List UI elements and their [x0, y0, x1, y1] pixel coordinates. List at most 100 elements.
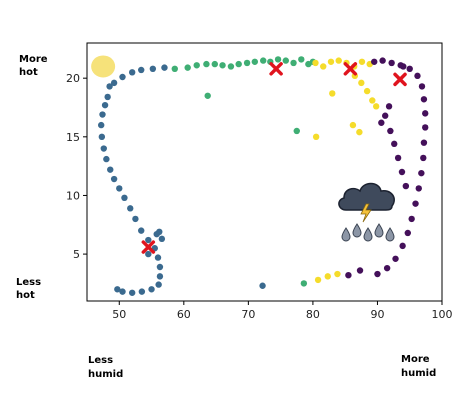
data-point-series-1: [156, 263, 164, 271]
data-point-series-4: [418, 169, 425, 177]
data-point-series-4: [374, 270, 381, 278]
data-point-series-4: [420, 139, 428, 146]
storm-cloud-rain-icon: [333, 176, 397, 248]
data-point-series-4: [356, 267, 364, 274]
data-point-series-1: [148, 286, 155, 293]
label-more-humid: More humid: [401, 354, 436, 379]
data-point-series-2: [203, 60, 210, 68]
x-tick-label: 90: [370, 308, 384, 321]
data-point-series-4: [420, 96, 428, 103]
data-point-series-1: [121, 194, 128, 201]
data-point-series-2: [211, 60, 218, 68]
data-point-series-4: [398, 168, 406, 176]
y-tick-label: 10: [66, 189, 80, 202]
data-point-series-4: [406, 65, 413, 73]
data-point-series-2: [300, 280, 308, 287]
data-point-series-4: [382, 112, 389, 119]
data-point-series-4: [422, 110, 429, 117]
x-tick-label: 80: [306, 308, 320, 321]
data-point-series-1: [145, 250, 152, 258]
data-point-series-2: [235, 60, 242, 68]
data-point-series-4: [385, 103, 393, 110]
data-point-series-2: [184, 64, 191, 71]
data-point-series-3: [358, 58, 366, 65]
scatter-points: [98, 56, 429, 296]
data-point-series-4: [391, 140, 398, 148]
data-point-series-4: [379, 57, 386, 64]
data-point-series-3: [356, 128, 363, 136]
x-tick-label: 100: [432, 308, 453, 321]
y-axis-ticks: 5 10 15 20: [66, 72, 87, 261]
data-point-series-3: [312, 59, 319, 67]
data-point-series-2: [243, 59, 251, 67]
data-point-series-4: [345, 272, 352, 279]
label-less-humid: Less humid: [88, 355, 123, 380]
data-point-series-1: [104, 93, 111, 101]
highlight-x-marker: [393, 72, 407, 87]
data-point-series-1: [127, 205, 134, 212]
data-point-series-1: [138, 66, 145, 74]
data-point-series-1: [110, 175, 118, 183]
data-point-series-4: [400, 63, 407, 70]
data-point-series-4: [378, 119, 385, 126]
data-point-series-1: [161, 64, 168, 71]
data-point-series-3: [358, 79, 365, 87]
data-point-series-3: [335, 57, 342, 64]
data-point-series-4: [404, 229, 411, 237]
data-point-series-4: [420, 154, 427, 162]
data-point-series-1: [158, 235, 166, 243]
data-point-series-1: [101, 101, 109, 109]
data-point-series-2: [227, 63, 235, 70]
data-point-series-1: [119, 73, 126, 81]
data-point-series-1: [145, 236, 152, 244]
data-point-series-2: [251, 58, 259, 65]
data-point-series-1: [156, 273, 164, 280]
data-point-series-4: [412, 200, 419, 207]
data-point-series-4: [387, 127, 394, 135]
data-point-series-3: [324, 273, 331, 280]
highlight-x-marker: [269, 62, 283, 76]
x-tick-label: 50: [112, 308, 126, 321]
y-tick-label: 20: [66, 72, 80, 85]
data-point-series-4: [402, 182, 410, 190]
data-point-series-2: [274, 56, 282, 63]
data-point-series-4: [415, 185, 422, 192]
data-point-series-1: [259, 282, 266, 289]
data-point-series-3: [334, 270, 341, 278]
data-point-series-1: [128, 289, 136, 296]
label-more-hot: More hot: [19, 54, 51, 78]
data-point-series-4: [408, 215, 415, 223]
data-point-series-4: [394, 154, 402, 162]
x-tick-label: 70: [241, 308, 255, 321]
data-point-series-4: [383, 264, 391, 272]
data-point-series-2: [293, 127, 300, 135]
data-point-series-1: [114, 286, 121, 293]
data-point-series-4: [399, 242, 406, 250]
data-point-series-1: [155, 281, 162, 288]
data-point-series-3: [349, 121, 357, 129]
highlight-markers: [141, 62, 407, 254]
x-tick-label: 60: [177, 308, 191, 321]
data-point-series-2: [290, 59, 297, 67]
label-less-hot: Less hot: [16, 277, 45, 301]
highlight-x-marker: [343, 62, 358, 76]
data-point-series-1: [98, 121, 105, 129]
data-point-series-1: [110, 79, 118, 87]
data-point-series-1: [100, 145, 107, 152]
y-tick-label: 15: [66, 131, 80, 144]
y-tick-label: 5: [73, 248, 80, 261]
data-point-series-4: [371, 58, 378, 65]
data-point-series-1: [98, 133, 106, 141]
data-point-series-4: [414, 72, 421, 80]
data-point-series-2: [260, 57, 267, 64]
data-point-series-3: [314, 276, 322, 284]
data-point-series-3: [327, 58, 335, 65]
data-point-series-3: [329, 90, 336, 97]
data-point-series-3: [320, 63, 327, 70]
data-point-series-1: [156, 228, 163, 236]
data-point-series-4: [392, 255, 399, 262]
data-point-series-3: [369, 97, 376, 104]
sun-blob: [91, 55, 116, 78]
data-point-series-1: [149, 65, 157, 73]
